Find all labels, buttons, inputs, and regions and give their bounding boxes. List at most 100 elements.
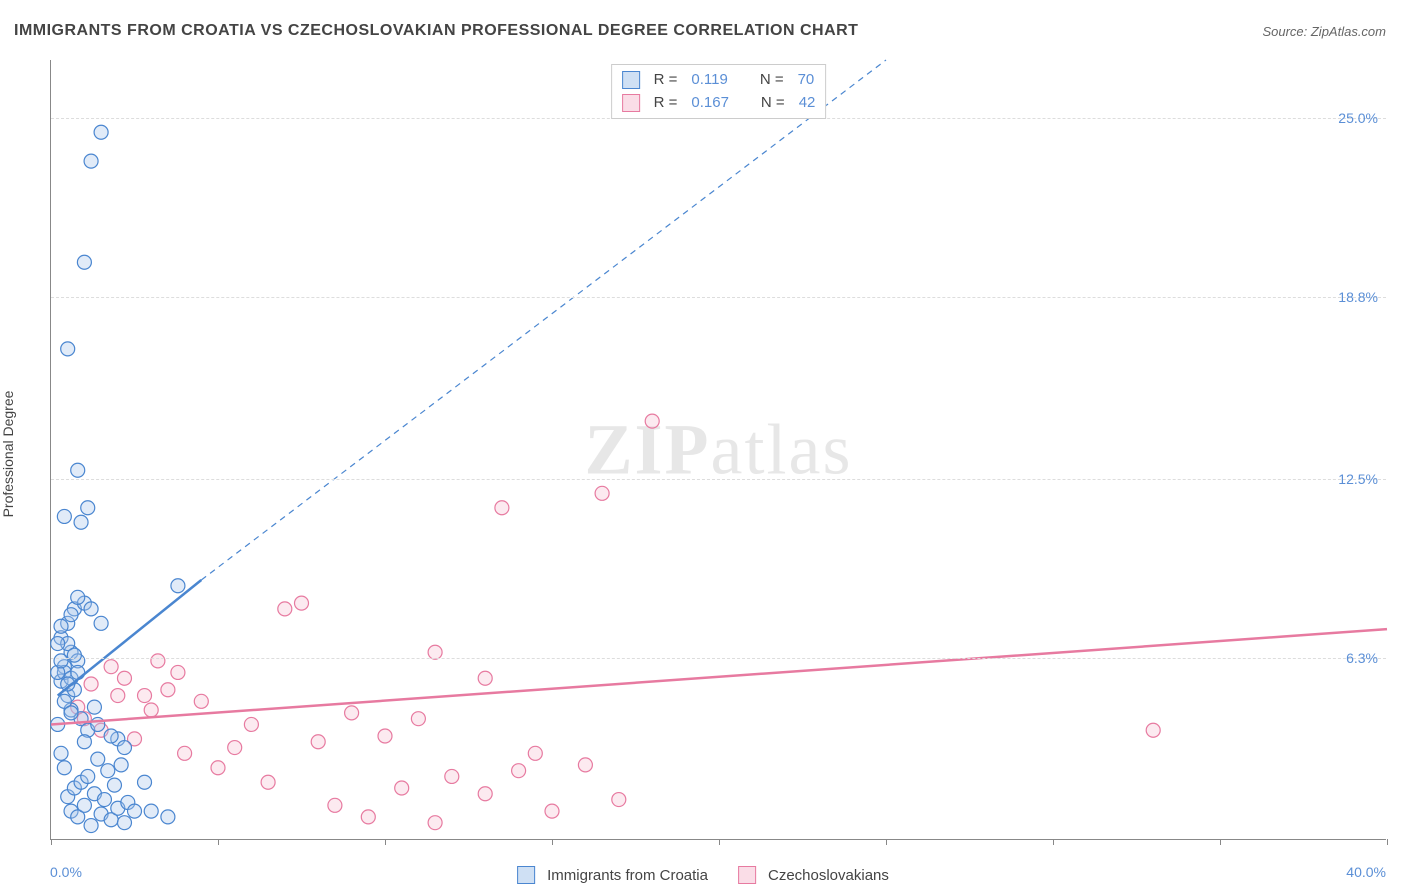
data-point xyxy=(54,654,68,668)
data-point xyxy=(395,781,409,795)
data-point xyxy=(512,764,526,778)
source-attribution: Source: ZipAtlas.com xyxy=(1262,24,1386,39)
data-point xyxy=(71,665,85,679)
x-tick xyxy=(1387,839,1388,845)
data-point xyxy=(117,741,131,755)
data-point xyxy=(495,501,509,515)
data-point xyxy=(84,677,98,691)
data-point xyxy=(117,816,131,830)
y-tick-label: 18.8% xyxy=(1338,289,1378,305)
r-label-czech: R = xyxy=(654,92,678,115)
data-point xyxy=(161,683,175,697)
data-point xyxy=(311,735,325,749)
data-point xyxy=(612,793,626,807)
data-point xyxy=(77,798,91,812)
data-point xyxy=(228,741,242,755)
legend-row-croatia: R = 0.119 N = 70 xyxy=(622,69,816,92)
data-point xyxy=(104,660,118,674)
chart-title: IMMIGRANTS FROM CROATIA VS CZECHOSLOVAKI… xyxy=(14,22,858,40)
data-point xyxy=(104,729,118,743)
data-point xyxy=(545,804,559,818)
legend-label-czech: Czechoslovakians xyxy=(768,867,889,884)
data-point xyxy=(151,654,165,668)
data-point xyxy=(1146,723,1160,737)
legend-label-croatia: Immigrants from Croatia xyxy=(547,867,708,884)
data-point xyxy=(171,579,185,593)
data-point xyxy=(178,746,192,760)
x-tick xyxy=(719,839,720,845)
data-point xyxy=(61,342,75,356)
data-point xyxy=(138,775,152,789)
data-point xyxy=(77,255,91,269)
data-point xyxy=(278,602,292,616)
gridline xyxy=(51,658,1386,659)
legend-swatch-croatia xyxy=(517,866,535,884)
data-point xyxy=(578,758,592,772)
data-point xyxy=(345,706,359,720)
correlation-legend: R = 0.119 N = 70 R = 0.167 N = 42 xyxy=(611,64,827,119)
series-legend: Immigrants from Croatia Czechoslovakians xyxy=(517,866,889,884)
data-point xyxy=(54,619,68,633)
legend-swatch-czech xyxy=(738,866,756,884)
plot-area: ZIPatlas R = 0.119 N = 70 R = 0.167 N = … xyxy=(50,60,1386,840)
x-origin-label: 0.0% xyxy=(50,864,82,880)
data-point xyxy=(361,810,375,824)
data-point xyxy=(144,703,158,717)
data-point xyxy=(595,486,609,500)
x-tick xyxy=(552,839,553,845)
data-point xyxy=(67,648,81,662)
y-tick-label: 25.0% xyxy=(1338,110,1378,126)
y-tick-label: 12.5% xyxy=(1338,471,1378,487)
data-point xyxy=(94,616,108,630)
source-label: Source: xyxy=(1262,24,1310,39)
n-label-czech: N = xyxy=(761,92,785,115)
data-point xyxy=(128,804,142,818)
swatch-croatia xyxy=(622,71,640,89)
data-point xyxy=(81,501,95,515)
data-point xyxy=(77,735,91,749)
data-point xyxy=(645,414,659,428)
data-point xyxy=(428,816,442,830)
data-point xyxy=(74,515,88,529)
data-point xyxy=(261,775,275,789)
r-value-croatia: 0.119 xyxy=(691,69,727,92)
data-point xyxy=(445,769,459,783)
data-point xyxy=(161,810,175,824)
legend-item-czech: Czechoslovakians xyxy=(738,866,889,884)
data-point xyxy=(84,154,98,168)
gridline xyxy=(51,297,1386,298)
n-label-croatia: N = xyxy=(760,69,784,92)
data-point xyxy=(81,769,95,783)
y-axis-label: Professional Degree xyxy=(0,391,16,518)
data-point xyxy=(71,590,85,604)
x-tick xyxy=(218,839,219,845)
data-point xyxy=(71,463,85,477)
r-label-croatia: R = xyxy=(654,69,678,92)
data-point xyxy=(97,793,111,807)
x-tick xyxy=(51,839,52,845)
data-point xyxy=(144,804,158,818)
data-point xyxy=(87,700,101,714)
x-max-label: 40.0% xyxy=(1346,864,1386,880)
data-point xyxy=(138,689,152,703)
data-point xyxy=(295,596,309,610)
x-tick xyxy=(1053,839,1054,845)
data-point xyxy=(528,746,542,760)
data-point xyxy=(64,706,78,720)
data-point xyxy=(57,509,71,523)
legend-item-croatia: Immigrants from Croatia xyxy=(517,866,708,884)
data-point xyxy=(91,752,105,766)
legend-row-czech: R = 0.167 N = 42 xyxy=(622,92,816,115)
chart-svg xyxy=(51,60,1386,839)
source-value: ZipAtlas.com xyxy=(1311,24,1386,39)
x-tick xyxy=(385,839,386,845)
data-point xyxy=(101,764,115,778)
data-point xyxy=(54,746,68,760)
data-point xyxy=(244,717,258,731)
data-point xyxy=(194,694,208,708)
data-point xyxy=(378,729,392,743)
data-point xyxy=(411,712,425,726)
n-value-croatia: 70 xyxy=(798,69,815,92)
data-point xyxy=(84,602,98,616)
data-point xyxy=(64,608,78,622)
